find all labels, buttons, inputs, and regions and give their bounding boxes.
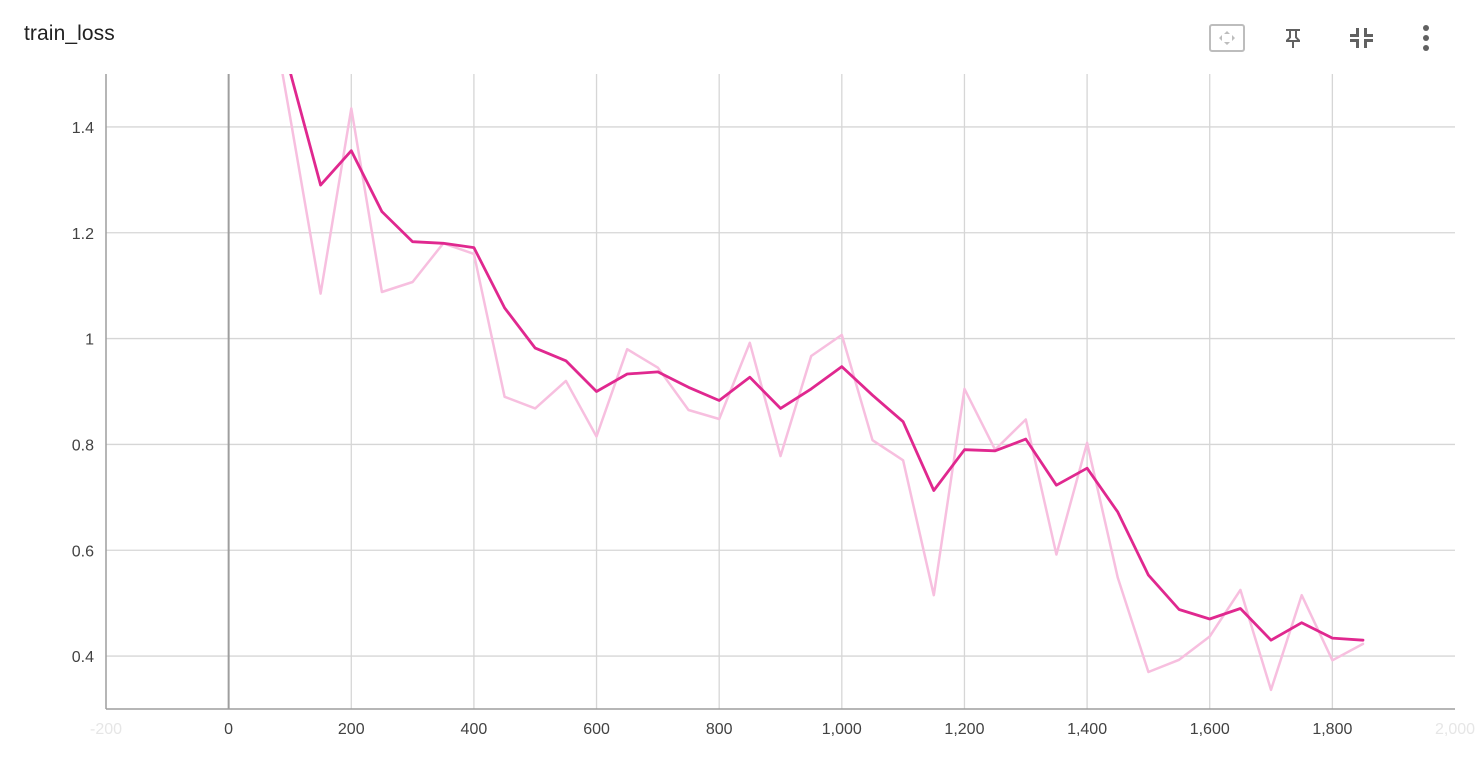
tick-labels: 0.4 0.6 0.8 1 1.2 1.4 -200 0 200 400 600 800 1,000 1,… bbox=[72, 120, 1475, 738]
x-tick-label: 400 bbox=[461, 721, 488, 738]
fit-to-domain-icon bbox=[1209, 24, 1245, 52]
chart-title: train_loss bbox=[24, 22, 115, 45]
y-tick-label: 0.4 bbox=[72, 649, 94, 666]
axes bbox=[105, 74, 1455, 710]
pin-icon bbox=[1286, 29, 1300, 48]
x-tick-label: 2,000 bbox=[1435, 721, 1475, 738]
series-lines bbox=[281, 74, 1365, 692]
card-toolbar bbox=[1183, 18, 1483, 58]
x-tick-label: 1,400 bbox=[1067, 721, 1107, 738]
x-tick-label: -200 bbox=[90, 721, 122, 738]
x-tick-label: 1,000 bbox=[822, 721, 862, 738]
more-vert-icon bbox=[1423, 25, 1429, 51]
more-options-button[interactable] bbox=[1406, 18, 1446, 58]
x-tick-label: 1,200 bbox=[944, 721, 984, 738]
x-tick-label: 800 bbox=[706, 721, 733, 738]
x-tick-label: 1,600 bbox=[1190, 721, 1230, 738]
y-tick-label: 1.2 bbox=[72, 226, 94, 243]
x-tick-label: 200 bbox=[338, 721, 365, 738]
y-tick-label: 0.8 bbox=[72, 437, 94, 454]
x-tick-label: 600 bbox=[583, 721, 610, 738]
series-line-raw bbox=[281, 74, 1365, 692]
series-line-smoothed bbox=[289, 74, 1365, 642]
x-tick-label: 0 bbox=[224, 721, 233, 738]
y-tick-label: 0.6 bbox=[72, 543, 94, 560]
y-tick-label: 1.4 bbox=[72, 120, 94, 137]
pin-button[interactable] bbox=[1273, 18, 1313, 58]
y-tick-label: 1 bbox=[85, 332, 94, 349]
x-tick-label: 1,800 bbox=[1312, 721, 1352, 738]
fit-domain-button[interactable] bbox=[1207, 18, 1247, 58]
grid-lines bbox=[106, 74, 1455, 709]
